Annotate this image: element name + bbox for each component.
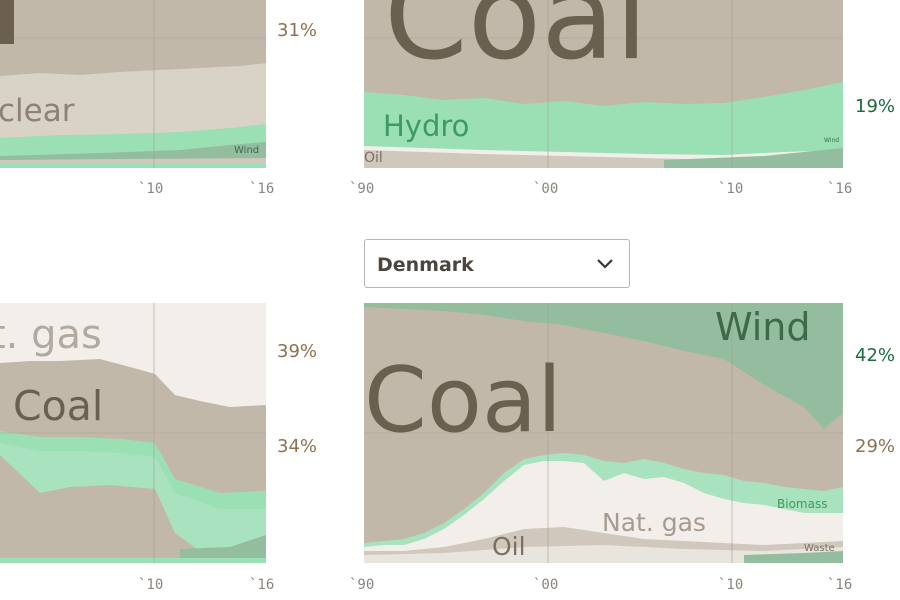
chart-denmark-svg: Wind Coal Nat. gas Oil Biomass Waste [364, 303, 843, 563]
x-tick: `16 [249, 181, 275, 197]
area-oil [0, 455, 266, 563]
label-oil: Oil [492, 532, 526, 561]
label-coal: Coal [384, 0, 648, 87]
area-natgas [364, 461, 843, 563]
area-wind [180, 535, 266, 563]
label-wind: Wind [824, 137, 839, 144]
label-nuclear: clear [0, 93, 75, 129]
label-biomass: Biomass [777, 497, 827, 511]
pct-label: 31% [277, 20, 318, 41]
label-coal: Coal [364, 348, 562, 453]
x-tick: `90 [349, 181, 375, 197]
chart-top-right-svg: Coal Hydro Oil Wind [364, 0, 843, 168]
x-tick: `10 [138, 181, 164, 197]
area-wind-bottom [744, 551, 843, 563]
area-wind [664, 148, 843, 168]
chart-top-left: clear Wind [0, 0, 266, 168]
chart-top-left-svg: clear Wind [0, 0, 266, 168]
x-tick: `16 [827, 577, 853, 593]
area-base-line [0, 558, 266, 563]
pct-label: 39% [277, 341, 318, 362]
label-hydro: Hydro [383, 109, 469, 143]
pct-label: 29% [855, 436, 896, 457]
label-natgas: t. gas [0, 312, 102, 358]
x-tick: `00 [533, 181, 559, 197]
chart-top-right: Coal Hydro Oil Wind [364, 0, 843, 168]
x-tick: `90 [349, 577, 375, 593]
chevron-down-icon [597, 259, 613, 269]
big-letter-fragment [0, 0, 14, 44]
country-select-value: Denmark [377, 254, 474, 276]
pct-label: 42% [855, 345, 896, 366]
label-coal: Coal [13, 382, 103, 430]
pct-label: 19% [855, 96, 896, 117]
label-natgas: Nat. gas [602, 508, 706, 537]
label-wind: Wind [715, 305, 811, 349]
x-tick: `10 [718, 181, 744, 197]
chart-bottom-left-svg: t. gas Coal [0, 303, 266, 563]
area-hydro [364, 82, 843, 168]
x-tick: `10 [138, 577, 164, 593]
country-select[interactable]: Denmark [364, 239, 630, 288]
area-waste [364, 545, 843, 563]
chart-denmark: Wind Coal Nat. gas Oil Biomass Waste [364, 303, 843, 563]
area-base-line [0, 164, 266, 168]
pct-label: 34% [277, 436, 318, 457]
label-oil: Oil [364, 150, 383, 166]
x-tick: `16 [827, 181, 853, 197]
x-tick: `10 [718, 577, 744, 593]
x-tick: `16 [249, 577, 275, 593]
x-tick: `00 [533, 577, 559, 593]
label-wind: Wind [234, 145, 259, 156]
chart-bottom-left: t. gas Coal [0, 303, 266, 563]
label-waste: Waste [804, 543, 835, 554]
